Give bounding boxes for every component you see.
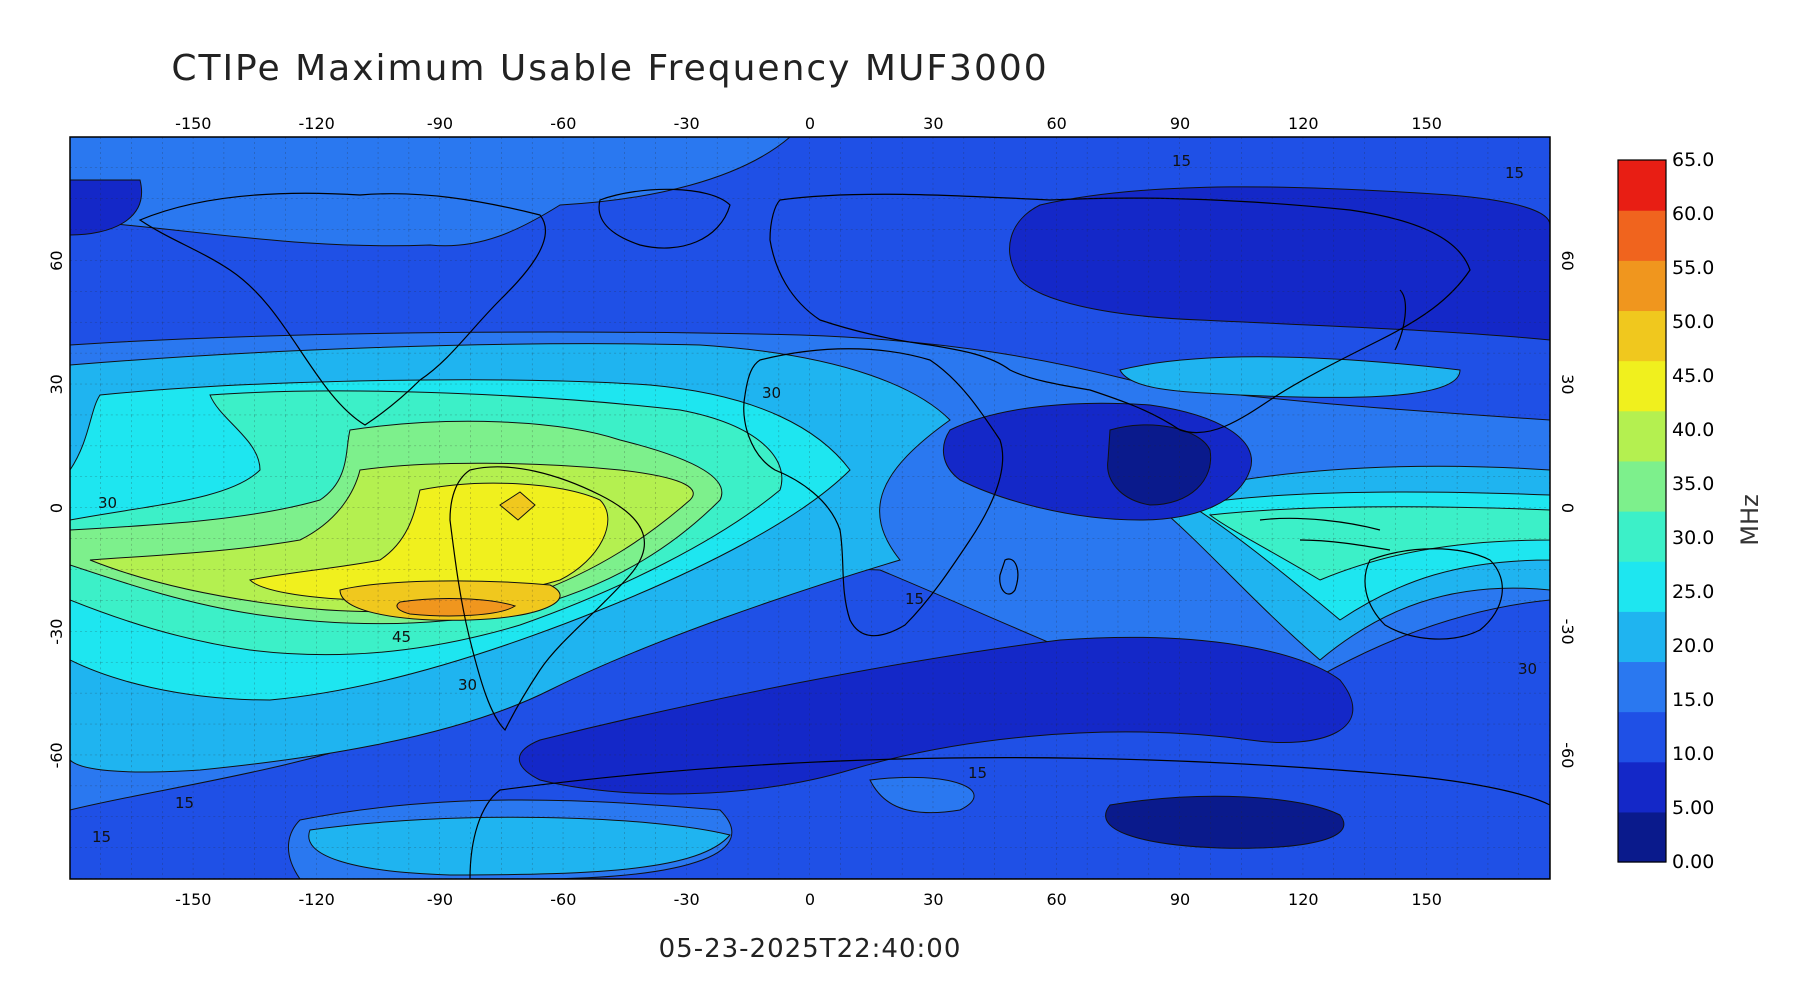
contour-label: 15 (968, 764, 987, 782)
graticule (70, 137, 1550, 879)
y-tick-label-left: 60 (47, 250, 66, 270)
x-tick-label-bottom: 30 (923, 890, 943, 909)
y-tick-label-left: 0 (47, 503, 66, 513)
colorbar-tick-label: 55.0 (1672, 257, 1714, 279)
contour-labels: 15 15 30 30 45 30 15 15 15 15 30 (92, 152, 1537, 846)
x-tick-label-top: -150 (175, 114, 211, 133)
colorbar-swatch (1618, 310, 1666, 362)
y-tick-label-right: 60 (1558, 250, 1577, 270)
colorbar-unit-label: MHz (1736, 494, 1764, 545)
x-tick-label-top: 30 (923, 114, 943, 133)
x-tick-label-bottom: -90 (427, 890, 453, 909)
x-tick-label-top: -60 (550, 114, 576, 133)
colorbar-tick-label: 35.0 (1672, 473, 1714, 495)
colorbar-swatch (1618, 410, 1666, 462)
colorbar-tick-label: 10.0 (1672, 743, 1714, 765)
x-tick-label-bottom: -30 (674, 890, 700, 909)
contour-label: 15 (92, 828, 111, 846)
colorbar-tick-label: 40.0 (1672, 419, 1714, 441)
colorbar-swatch (1618, 761, 1666, 813)
colorbar-tick-label: 25.0 (1672, 581, 1714, 603)
x-tick-label-top: 60 (1046, 114, 1066, 133)
chart-title: CTIPe Maximum Usable Frequency MUF3000 (171, 48, 1049, 89)
colorbar-tick-label: 5.00 (1672, 797, 1714, 819)
contour-label: 30 (458, 676, 477, 694)
x-tick-label-top: 90 (1170, 114, 1190, 133)
colorbar-frame (1617, 159, 1667, 863)
x-tick-label-bottom: 90 (1170, 890, 1190, 909)
colorbar-swatch (1618, 511, 1666, 562)
muf-heatmap (70, 137, 1550, 879)
x-axis-bottom: -150 -120 -90 -60 -30 0 30 60 90 120 150 (175, 890, 1442, 909)
x-tick-label-bottom: 150 (1411, 890, 1442, 909)
colorbar-tick-label: 15.0 (1672, 689, 1714, 711)
x-tick-label-top: 150 (1411, 114, 1442, 133)
y-tick-label-left: -30 (47, 619, 66, 645)
colorbar-swatch (1618, 210, 1666, 261)
colorbar-swatch (1618, 811, 1666, 863)
x-tick-label-top: 120 (1288, 114, 1319, 133)
x-axis-top: -150 -120 -90 -60 -30 0 30 60 90 120 150 (175, 114, 1442, 133)
colorbar-swatch (1618, 460, 1666, 512)
contour-label: 30 (1518, 660, 1537, 678)
colorbar-swatch (1618, 160, 1666, 211)
y-tick-label-left: -60 (47, 742, 66, 768)
x-tick-label-top: 0 (805, 114, 815, 133)
x-tick-label-top: -90 (427, 114, 453, 133)
y-tick-label-right: -30 (1558, 619, 1577, 645)
x-tick-label-bottom: 60 (1046, 890, 1066, 909)
x-tick-label-bottom: -120 (299, 890, 335, 909)
y-axis-right: 60 30 0 -30 -60 (1558, 250, 1577, 768)
contour-label: 30 (762, 384, 781, 402)
contour-label: 15 (1172, 152, 1191, 170)
colorbar-swatch (1618, 360, 1666, 412)
x-tick-label-bottom: -60 (550, 890, 576, 909)
x-tick-label-bottom: 120 (1288, 890, 1319, 909)
x-tick-label-top: -30 (674, 114, 700, 133)
x-tick-label-bottom: -150 (175, 890, 211, 909)
contour-label: 15 (1505, 164, 1524, 182)
contour-label: 45 (392, 628, 411, 646)
y-tick-label-right: 30 (1558, 374, 1577, 394)
x-tick-label-top: -120 (299, 114, 335, 133)
colorbar-swatch (1618, 561, 1666, 612)
y-tick-label-right: 0 (1558, 503, 1577, 513)
colorbar-tick-label: 65.0 (1672, 149, 1714, 171)
y-axis-left: 60 30 0 -30 -60 (47, 250, 66, 768)
colorbar-tick-label: 45.0 (1672, 365, 1714, 387)
colorbar-swatch (1618, 711, 1666, 763)
y-tick-label-left: 30 (47, 374, 66, 394)
colorbar-tick-label: 60.0 (1672, 203, 1714, 225)
map-frame (69, 136, 1551, 880)
colorbar-tick-label: 0.00 (1672, 851, 1714, 873)
colorbar-swatch (1618, 260, 1666, 312)
colorbar-tick-label: 50.0 (1672, 311, 1714, 333)
colorbar-tick-label: 20.0 (1672, 635, 1714, 657)
x-tick-label-bottom: 0 (805, 890, 815, 909)
colorbar-tick-label: 30.0 (1672, 527, 1714, 549)
contour-label: 30 (98, 494, 117, 512)
colorbar-swatch (1618, 611, 1666, 663)
contour-label: 15 (175, 794, 194, 812)
timestamp: 05-23-2025T22:40:00 (658, 934, 962, 964)
contour-label: 15 (905, 590, 924, 608)
colorbar-swatch (1618, 661, 1666, 713)
colorbar: 0.00 5.00 10.0 15.0 20.0 25.0 30.0 35.0 40.0 45.0… (1617, 149, 1714, 873)
y-tick-label-right: -60 (1558, 742, 1577, 768)
